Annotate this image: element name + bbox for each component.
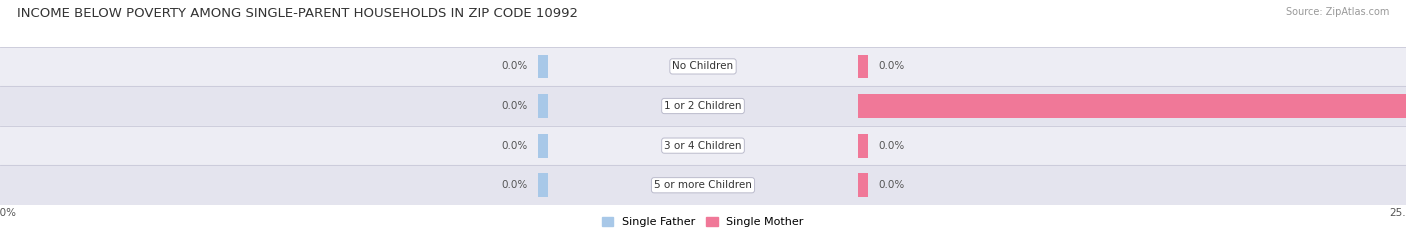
Text: 0.0%: 0.0%: [501, 101, 527, 111]
Bar: [858, 94, 1406, 118]
Bar: [0, 126, 1406, 165]
Bar: [0, 47, 1406, 86]
Bar: [538, 134, 548, 158]
Text: 0.0%: 0.0%: [501, 62, 527, 71]
Text: 0.0%: 0.0%: [879, 141, 905, 151]
Bar: [858, 173, 868, 197]
Text: 5 or more Children: 5 or more Children: [654, 180, 752, 190]
Text: 0.0%: 0.0%: [879, 62, 905, 71]
Text: 0.0%: 0.0%: [879, 180, 905, 190]
Text: 1 or 2 Children: 1 or 2 Children: [664, 101, 742, 111]
Legend: Single Father, Single Mother: Single Father, Single Mother: [602, 217, 804, 227]
Text: 0.0%: 0.0%: [501, 180, 527, 190]
Text: Source: ZipAtlas.com: Source: ZipAtlas.com: [1285, 7, 1389, 17]
Text: INCOME BELOW POVERTY AMONG SINGLE-PARENT HOUSEHOLDS IN ZIP CODE 10992: INCOME BELOW POVERTY AMONG SINGLE-PARENT…: [17, 7, 578, 20]
Bar: [0, 165, 1406, 205]
Bar: [0, 86, 1406, 126]
Bar: [538, 173, 548, 197]
Text: No Children: No Children: [672, 62, 734, 71]
Bar: [538, 94, 548, 118]
Bar: [858, 55, 868, 78]
Text: 3 or 4 Children: 3 or 4 Children: [664, 141, 742, 151]
Bar: [858, 134, 868, 158]
Text: 0.0%: 0.0%: [501, 141, 527, 151]
Bar: [538, 55, 548, 78]
